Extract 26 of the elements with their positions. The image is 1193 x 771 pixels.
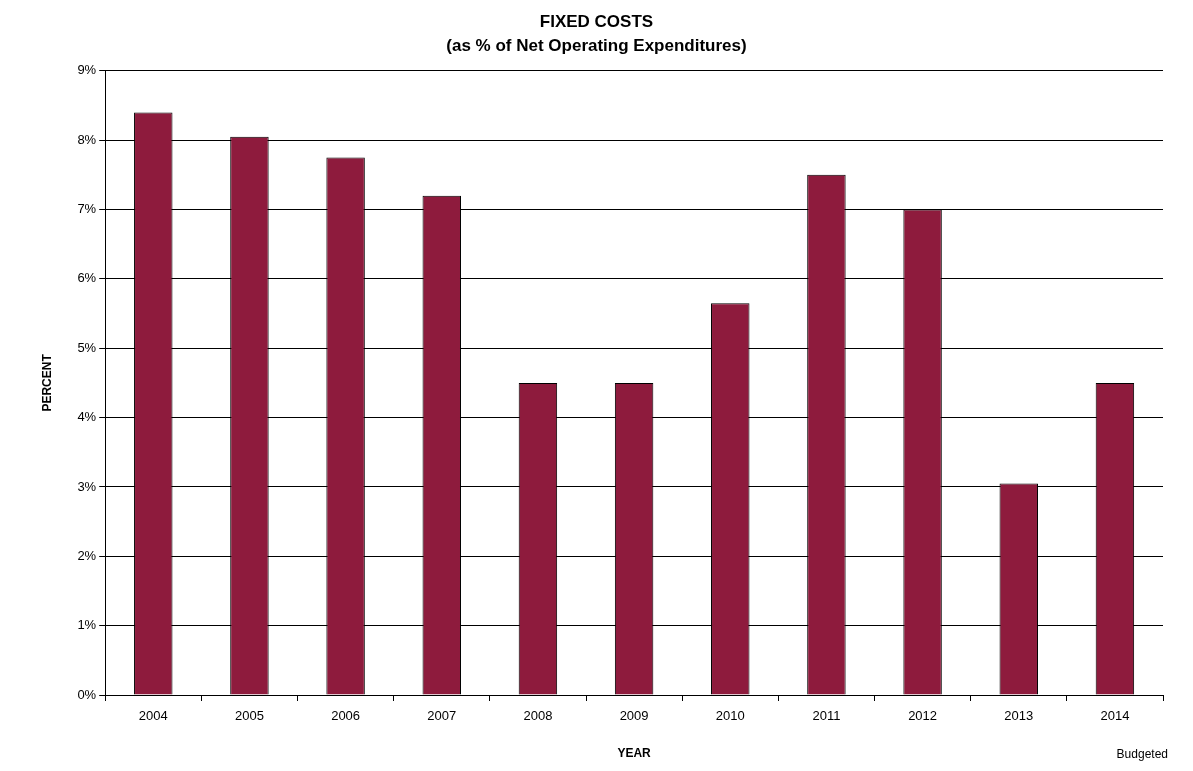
- x-tick-label: 2009: [619, 708, 649, 724]
- y-tick-label: 4%: [77, 409, 97, 425]
- text: Budgeted: [1116, 747, 1168, 761]
- x-tick-label: 2008: [523, 708, 553, 724]
- x-tick-label: 2010: [715, 708, 745, 724]
- y-tick-label: 8%: [77, 131, 97, 147]
- y-tick-label: 0%: [77, 686, 97, 702]
- x-tick-label: 2014: [1100, 708, 1130, 724]
- x-tick-label: 2005: [234, 708, 264, 724]
- y-tick-label: 2%: [77, 547, 97, 563]
- x-tick-label: 2012: [908, 708, 938, 724]
- x-tick-label: 2006: [331, 708, 361, 724]
- y-tick-label: 6%: [77, 270, 97, 286]
- y-tick-label: 5%: [77, 339, 97, 355]
- y-tick-label: 3%: [77, 478, 97, 494]
- y-tick-label: 1%: [77, 617, 97, 633]
- chart-title: FIXED COSTS: [538, 11, 655, 33]
- x-tick-label: 2004: [138, 708, 168, 724]
- x-tick-label: 2007: [427, 708, 457, 724]
- chart-subtitle: (as % of Net Operating Expenditures): [445, 35, 748, 57]
- y-tick-label: 9%: [77, 62, 97, 78]
- x-tick-label: 2013: [1004, 708, 1034, 724]
- x-tick-label: 2011: [812, 708, 841, 724]
- y-tick-label: 7%: [77, 201, 97, 217]
- x-axis-title: YEAR: [617, 746, 652, 761]
- y-axis-title: PERCENT: [39, 353, 54, 412]
